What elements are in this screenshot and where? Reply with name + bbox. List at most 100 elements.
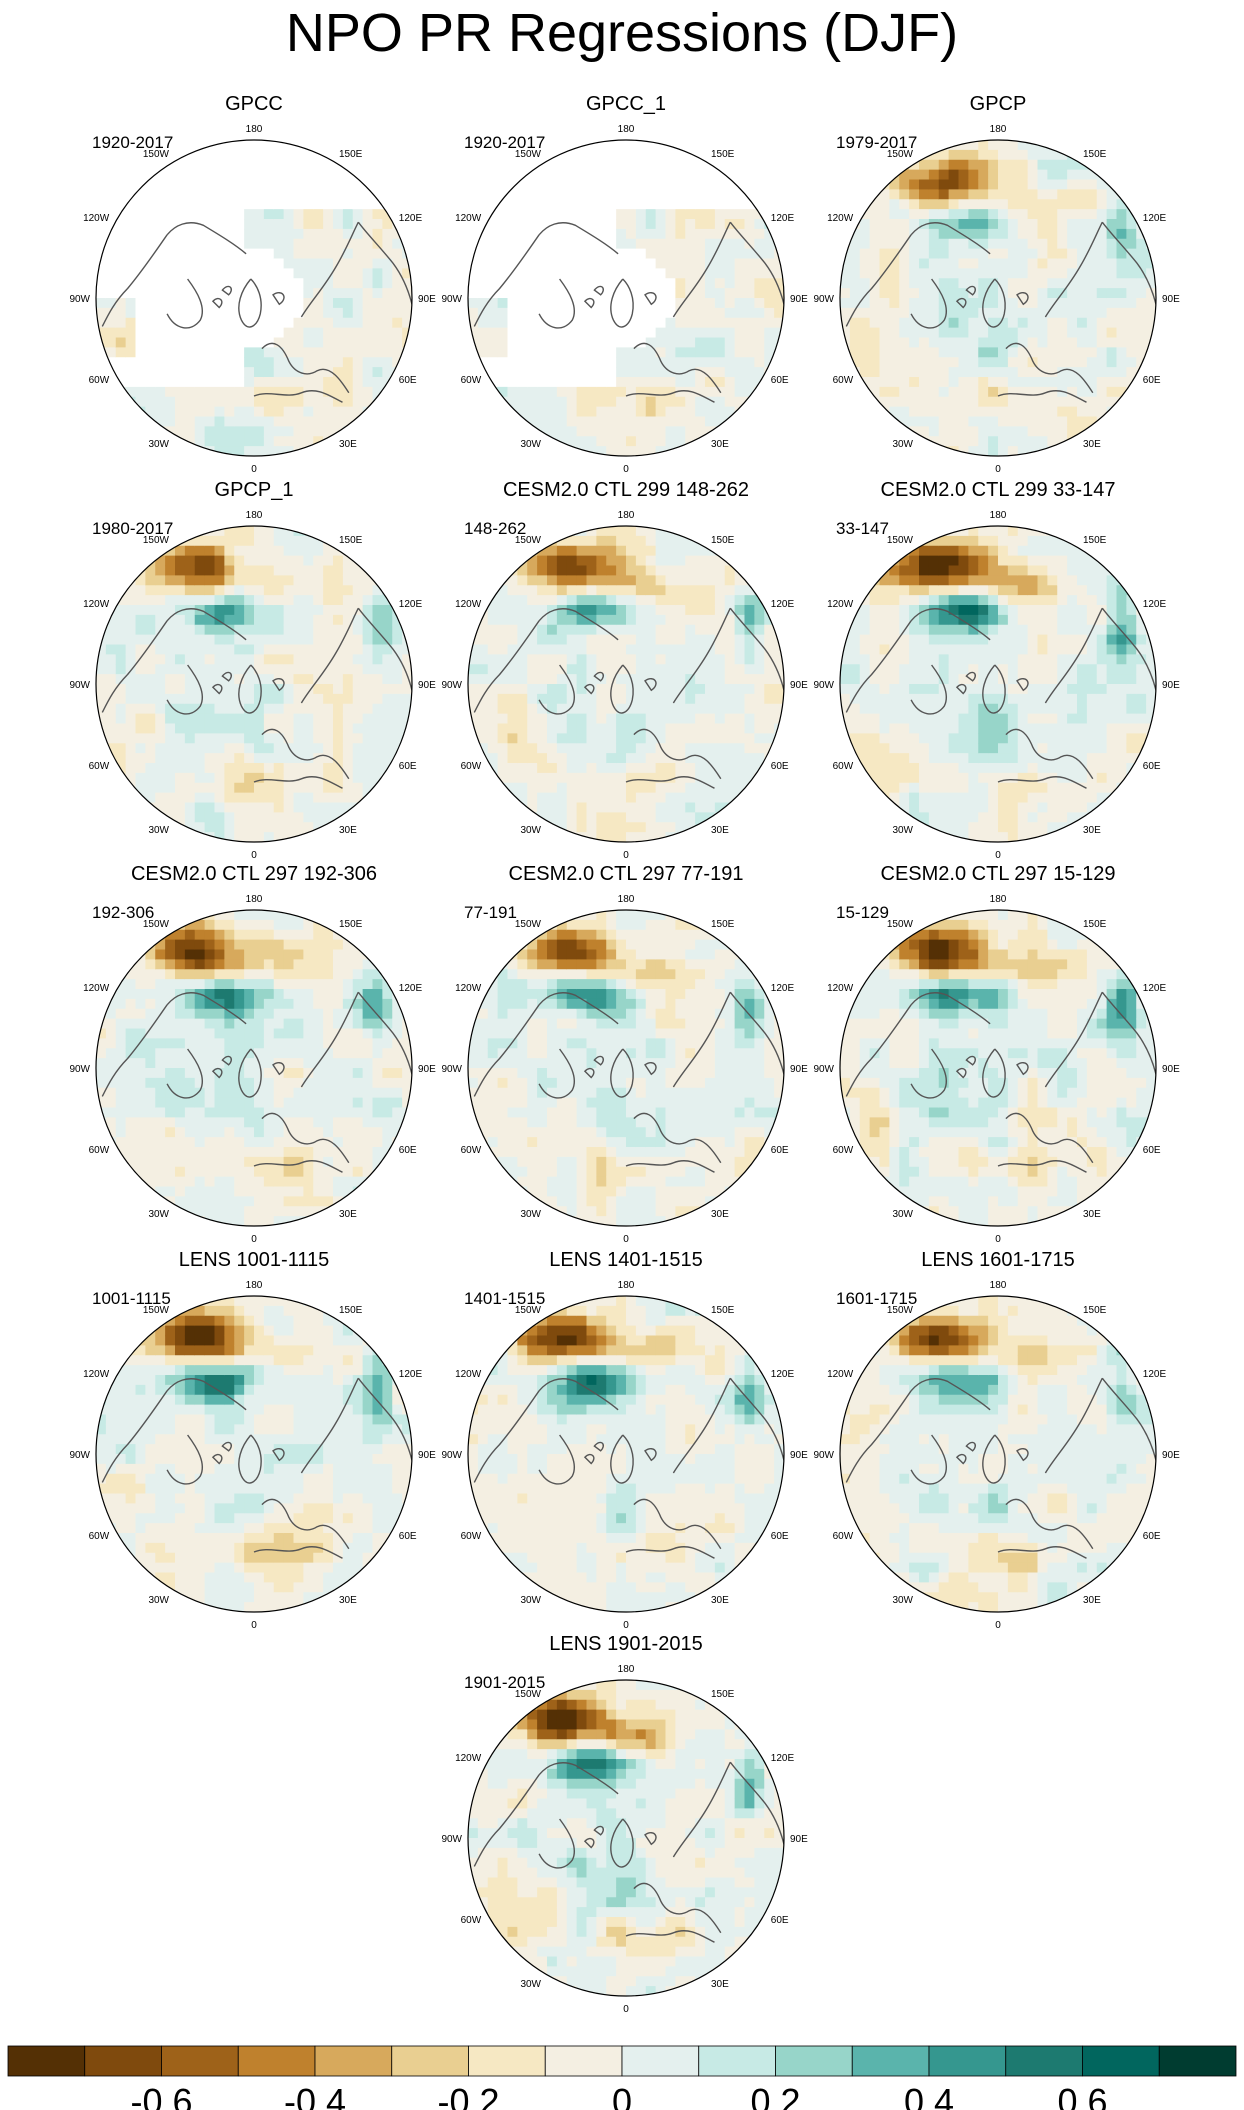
contour-cell	[899, 595, 910, 606]
contour-cell	[333, 169, 344, 181]
contour-cell	[948, 149, 960, 161]
contour-cell	[899, 703, 910, 715]
contour-cell	[724, 595, 736, 606]
contour-cell	[487, 693, 499, 705]
contour-cell	[96, 317, 107, 329]
contour-cell	[487, 288, 499, 299]
contour-cell	[695, 565, 706, 576]
contour-cell	[342, 802, 354, 813]
contour-cell	[556, 792, 568, 804]
contour-cell	[145, 219, 156, 230]
contour-cell	[1057, 347, 1068, 358]
contour-cell	[1017, 238, 1029, 250]
contour-cell	[675, 713, 686, 725]
contour-cell	[724, 703, 736, 715]
contour-cell	[938, 535, 950, 547]
contour-cell	[849, 258, 861, 269]
contour-cell	[204, 713, 216, 725]
contour-cell	[988, 575, 999, 586]
contour-cell	[899, 367, 910, 378]
contour-cell	[576, 149, 588, 161]
contour-cell	[115, 209, 127, 220]
contour-cell	[958, 209, 969, 220]
contour-cell	[586, 614, 597, 626]
contour-cell	[175, 327, 186, 339]
contour-cell	[224, 416, 235, 427]
contour-cell	[744, 674, 755, 685]
contour-cell	[928, 219, 940, 230]
contour-cell	[978, 416, 989, 427]
contour-cell	[1007, 535, 1019, 547]
contour-cell	[1077, 248, 1088, 260]
contour-cell	[938, 209, 950, 220]
contour-cell	[655, 140, 667, 151]
contour-cell	[214, 555, 225, 567]
contour-cell	[1067, 199, 1078, 210]
contour-cell	[998, 317, 1009, 329]
contour-cell	[372, 634, 383, 646]
contour-cell	[303, 396, 314, 408]
contour-cell	[507, 713, 518, 725]
contour-cell	[1047, 238, 1058, 250]
contour-cell	[372, 219, 383, 230]
contour-cell	[556, 634, 568, 646]
contour-cell	[938, 792, 950, 804]
contour-cell	[382, 367, 393, 378]
contour-cell	[1037, 446, 1048, 456]
contour-cell	[754, 228, 765, 240]
contour-cell	[998, 298, 1009, 309]
contour-cell	[214, 634, 225, 646]
contour-cell	[655, 268, 667, 279]
contour-cell	[234, 614, 245, 626]
contour-cell	[362, 357, 374, 368]
contour-cell	[998, 812, 1009, 823]
contour-cell	[928, 238, 940, 250]
contour-cell	[1027, 307, 1039, 319]
contour-cell	[626, 772, 637, 784]
contour-cell	[928, 377, 940, 388]
contour-cell	[566, 199, 578, 210]
contour-cell	[889, 288, 900, 299]
contour-cell	[244, 555, 255, 567]
contour-cell	[303, 743, 314, 754]
contour-cell	[254, 713, 265, 725]
longitude-label: 120W	[455, 599, 482, 610]
contour-cell	[879, 614, 890, 626]
contour-cell	[313, 763, 324, 774]
contour-cell	[744, 248, 755, 260]
contour-cell	[685, 684, 696, 695]
contour-cell	[517, 723, 528, 734]
contour-cell	[978, 703, 989, 715]
contour-cell	[655, 307, 667, 319]
contour-cell	[155, 753, 166, 764]
contour-cell	[1047, 337, 1058, 348]
map-border	[467, 139, 785, 457]
contour-cell	[468, 654, 479, 665]
contour-cell	[606, 812, 617, 823]
contour-cell	[909, 248, 920, 260]
contour-cell	[695, 258, 706, 269]
contour-cell	[323, 278, 334, 289]
contour-cell	[1096, 307, 1108, 319]
contour-cell	[145, 763, 156, 774]
contour-cell	[234, 436, 245, 447]
contour-cell	[714, 367, 726, 378]
contour-cell	[879, 595, 890, 606]
contour-cell	[517, 565, 528, 576]
contour-cell	[724, 792, 736, 804]
contour-cell	[705, 307, 716, 319]
contour-cell	[204, 367, 216, 378]
contour-cell	[333, 782, 344, 794]
contour-cell	[155, 377, 166, 388]
contour-cell	[362, 327, 374, 339]
contour-cell	[273, 624, 285, 636]
contour-cell	[958, 624, 969, 636]
contour-cell	[958, 228, 969, 240]
contour-cell	[487, 248, 499, 260]
contour-cell	[254, 396, 265, 408]
contour-cell	[497, 605, 509, 616]
contour-cell	[909, 337, 920, 348]
longitude-label: 30E	[711, 825, 729, 836]
contour-cell	[547, 248, 558, 260]
contour-cell	[537, 575, 548, 586]
